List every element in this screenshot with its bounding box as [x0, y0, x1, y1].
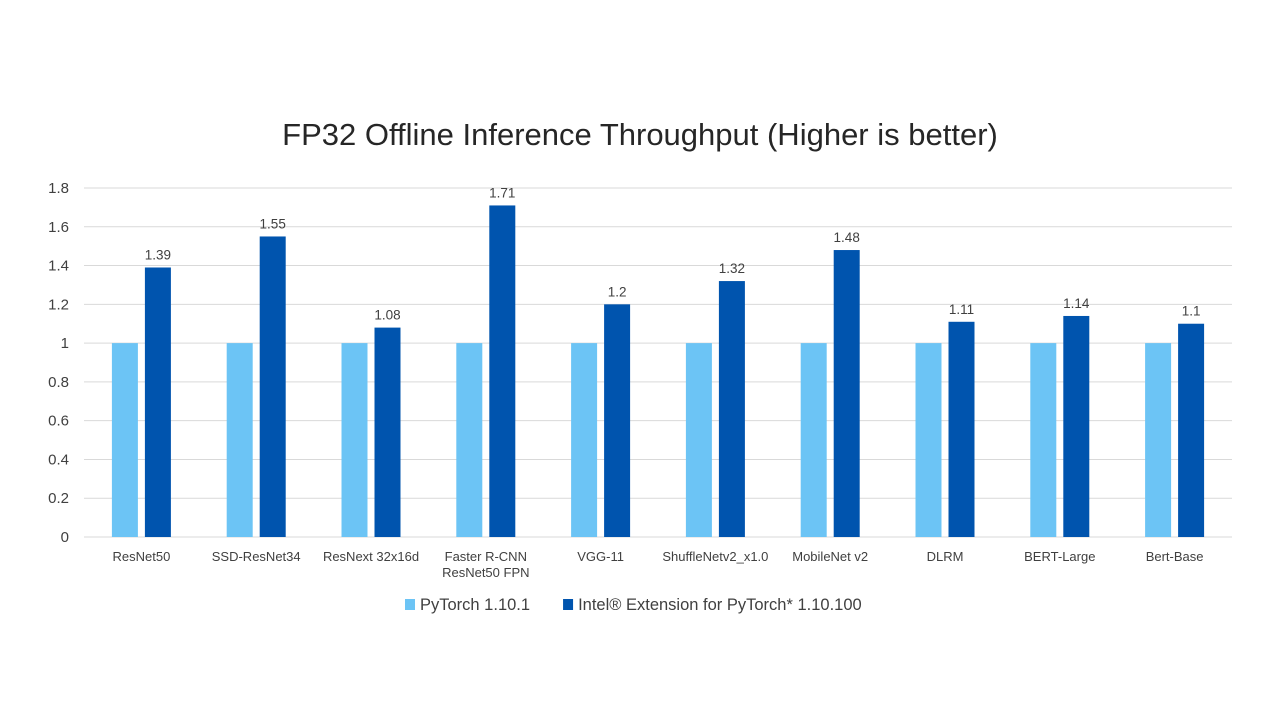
bar-ipex	[1178, 323, 1205, 537]
bar-pytorch	[456, 343, 483, 537]
bar-ipex	[948, 321, 975, 537]
bar-ipex	[489, 205, 516, 537]
bar-pytorch	[685, 343, 712, 537]
data-label: 1.08	[374, 308, 400, 323]
x-tick-label: ResNet50 FPN	[442, 565, 529, 580]
y-tick-label: 1.2	[48, 296, 69, 313]
x-tick-label: ShuffleNetv2_x1.0	[662, 549, 768, 564]
x-tick-label: MobileNet v2	[792, 549, 868, 564]
y-tick-label: 0.2	[48, 490, 69, 507]
data-label: 1.1	[1182, 304, 1201, 319]
x-tick-label: ResNext 32x16d	[323, 549, 419, 564]
y-tick-label: 1.8	[48, 180, 69, 197]
x-tick-label: SSD-ResNet34	[212, 549, 301, 564]
data-label: 1.55	[260, 216, 286, 231]
legend-label: PyTorch 1.10.1	[420, 596, 530, 614]
bar-ipex	[259, 236, 286, 537]
bar-ipex	[374, 327, 401, 537]
y-tick-label: 1.4	[48, 258, 69, 275]
data-label: 1.11	[949, 302, 974, 317]
bar-ipex	[833, 250, 860, 538]
data-label: 1.71	[489, 185, 515, 200]
bar-ipex	[604, 304, 631, 537]
legend-label: Intel® Extension for PyTorch* 1.10.100	[578, 596, 862, 614]
bar-pytorch	[571, 343, 598, 537]
bar-ipex	[144, 267, 171, 537]
y-tick-label: 0.6	[48, 413, 69, 430]
y-tick-label: 0.4	[48, 451, 69, 468]
data-label: 1.32	[719, 261, 745, 276]
bar-ipex	[718, 281, 745, 537]
legend-swatch	[405, 599, 415, 610]
data-label: 1.39	[145, 247, 171, 262]
bar-pytorch	[226, 343, 253, 537]
x-tick-label: Bert-Base	[1146, 549, 1204, 564]
x-tick-label: VGG-11	[577, 549, 624, 564]
x-tick-label: Faster R-CNN	[445, 549, 527, 564]
bar-pytorch	[111, 343, 138, 537]
y-tick-label: 1	[61, 335, 69, 352]
bar-ipex	[1063, 315, 1090, 537]
x-tick-label: BERT-Large	[1024, 549, 1095, 564]
y-tick-label: 0	[61, 529, 69, 546]
bar-pytorch	[800, 343, 827, 537]
y-tick-label: 0.8	[48, 374, 69, 391]
y-tick-label: 1.6	[48, 219, 69, 236]
legend-swatch	[563, 599, 574, 610]
bar-pytorch	[341, 343, 368, 537]
bar-pytorch	[1145, 343, 1172, 537]
x-tick-label: DLRM	[927, 549, 964, 564]
data-label: 1.14	[1063, 296, 1090, 311]
chart-title: FP32 Offline Inference Throughput (Highe…	[282, 117, 998, 152]
data-label: 1.2	[608, 284, 627, 299]
data-label: 1.48	[834, 230, 860, 245]
bar-pytorch	[1030, 343, 1057, 537]
x-tick-label: ResNet50	[112, 549, 170, 564]
bar-pytorch	[915, 343, 942, 537]
